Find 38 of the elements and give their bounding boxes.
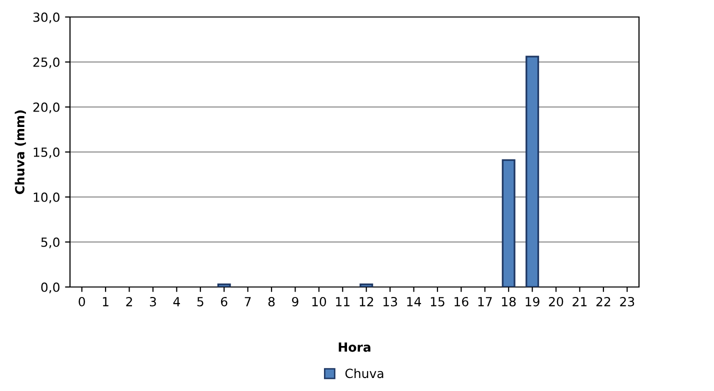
x-tick-label: 0 <box>78 296 85 306</box>
y-tick-label: 15,0 <box>34 147 60 158</box>
y-tick-label: 25,0 <box>33 57 60 68</box>
bar <box>526 56 540 287</box>
x-tick-label: 15 <box>430 297 444 306</box>
x-tick-label: 9 <box>292 296 298 306</box>
x-tick-label: 12 <box>360 296 374 306</box>
y-tick-label: 30,0 <box>33 12 60 24</box>
y-tick-label: 20,0 <box>33 102 60 114</box>
x-tick-label: 13 <box>383 296 398 306</box>
bar <box>502 159 516 287</box>
y-tick-label: 5,0 <box>41 237 60 248</box>
x-tick-label: 20 <box>548 296 564 306</box>
x-tick-label: 14 <box>407 297 422 306</box>
x-tick-label: 18 <box>502 296 516 306</box>
x-tick-label: 7 <box>244 297 251 306</box>
x-tick-label: 22 <box>596 296 610 306</box>
legend-label: Chuva <box>345 368 384 378</box>
x-tick-label: 5 <box>197 297 204 306</box>
x-tick-label: 23 <box>620 296 634 306</box>
x-tick-label: 6 <box>221 296 228 306</box>
x-tick-label: 21 <box>572 296 587 306</box>
x-tick-label: 4 <box>173 297 180 306</box>
bar <box>360 283 374 287</box>
y-tick-label: 10,0 <box>34 192 60 204</box>
x-axis-title: Hora <box>338 342 370 352</box>
y-tick-label: 0,0 <box>41 282 60 294</box>
y-axis-title: Chuva (mm) <box>14 110 26 194</box>
x-tick-label: 11 <box>336 297 350 306</box>
bar <box>217 283 231 287</box>
x-tick-label: 10 <box>312 296 326 306</box>
x-tick-label: 1 <box>102 297 108 306</box>
x-tick-label: 19 <box>526 296 540 306</box>
x-tick-label: 2 <box>126 296 132 306</box>
x-tick-label: 17 <box>478 297 492 306</box>
x-tick-label: 16 <box>454 296 468 306</box>
x-tick-label: 3 <box>150 296 156 306</box>
x-tick-label: 8 <box>268 296 275 306</box>
